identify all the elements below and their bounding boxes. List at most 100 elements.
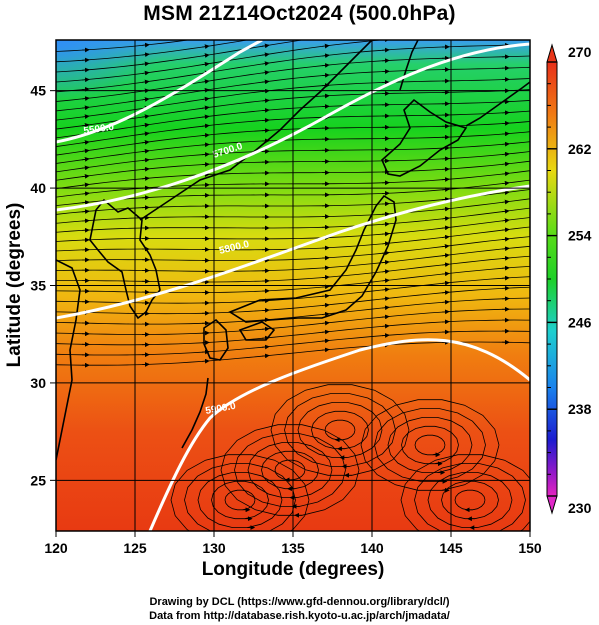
stream-arrow <box>81 114 90 119</box>
stream-arrow <box>501 131 510 137</box>
stream-arrow <box>501 275 510 281</box>
colorbar-label: 238 <box>568 401 592 417</box>
x-tick-label: 145 <box>439 540 463 556</box>
streamline-eddy <box>360 399 500 491</box>
stream-arrow <box>261 307 270 313</box>
stream-arrow <box>381 296 390 302</box>
streamline-eddy <box>297 402 383 458</box>
stream-arrow <box>261 298 270 304</box>
stream-arrow <box>381 314 390 320</box>
stream-arrow <box>201 44 210 49</box>
stream-arrow <box>501 255 510 261</box>
contour-5700 <box>56 42 530 212</box>
streamline-eddy <box>454 489 486 511</box>
colorbar-top-arrow <box>546 43 558 63</box>
china-coast <box>56 259 81 461</box>
stream-arrow <box>381 333 390 338</box>
stream-arrow <box>381 287 390 293</box>
stream-arrow <box>81 173 90 179</box>
stream-arrow <box>141 148 150 154</box>
stream-arrow <box>141 176 150 181</box>
streamline-eddy <box>220 424 360 516</box>
colorbar-ticks <box>547 61 557 497</box>
stream-arrow <box>261 61 270 66</box>
stream-arrow <box>441 290 450 295</box>
stream-arrow <box>141 79 150 85</box>
streamline <box>56 44 530 93</box>
streamline <box>56 141 530 173</box>
map-title: MSM 21Z14Oct2024 (500.0hPa) <box>143 2 456 25</box>
streamline <box>56 100 530 139</box>
colorbar-labels: 270 262 254 246 238 230 <box>568 44 592 516</box>
x-tick-label: 130 <box>202 540 226 556</box>
hokkaido-coast <box>381 98 468 177</box>
colorbar-label: 246 <box>568 314 592 330</box>
streamlines <box>56 14 530 531</box>
streamline-eddy <box>400 454 530 531</box>
stream-arrow <box>201 105 210 111</box>
streamline-eddy <box>274 459 306 481</box>
streamline-eddy <box>441 480 499 520</box>
stream-arrow <box>321 293 330 299</box>
stream-arrow <box>441 177 450 182</box>
stream-arrow <box>321 311 330 317</box>
stream-arrow <box>501 236 510 242</box>
y-tick-label: 35 <box>30 278 46 294</box>
y-tick-labels: 25 30 35 40 45 <box>30 83 46 489</box>
stream-arrow <box>322 27 329 28</box>
stream-arrow <box>381 259 390 265</box>
colorbar: 270 262 254 246 238 230 <box>546 43 592 516</box>
streamline <box>56 217 530 242</box>
stream-arrow <box>81 156 90 162</box>
streamline-eddy <box>184 463 296 531</box>
stream-arrow <box>201 114 210 120</box>
stream-arrow <box>501 141 510 147</box>
streamline <box>56 160 530 190</box>
stream-arrow <box>81 122 90 128</box>
x-tick-label: 135 <box>281 540 305 556</box>
stream-arrow <box>81 209 90 214</box>
stream-arrow <box>321 347 330 353</box>
streamline-eddy <box>170 454 310 531</box>
stream-arrow <box>262 28 269 29</box>
stream-arrow <box>381 47 390 53</box>
stream-arrow <box>501 161 510 167</box>
stream-arrow <box>441 234 450 240</box>
stream-arrow <box>261 107 270 113</box>
stream-arrow <box>321 284 330 290</box>
x-axis-title: Longitude (degrees) <box>202 559 385 580</box>
stream-arrow <box>261 52 270 58</box>
honshu-coast <box>228 194 397 323</box>
stream-arrow <box>321 53 330 59</box>
stream-arrow <box>381 278 390 283</box>
stream-arrow <box>442 14 449 15</box>
stream-arrow <box>81 96 90 101</box>
colorbar-bottom-arrow <box>546 495 558 515</box>
stream-arrow <box>201 152 210 157</box>
colorbar-label: 254 <box>568 228 592 244</box>
kyushu-coast <box>203 318 229 361</box>
x-tick-label: 140 <box>360 540 384 556</box>
stream-arrow <box>441 216 450 221</box>
stream-arrow <box>201 53 210 58</box>
stream-arrow <box>441 280 450 286</box>
streamline <box>56 286 530 315</box>
stream-arrow <box>441 299 450 305</box>
streamline-eddy <box>311 410 369 450</box>
stream-arrow <box>201 79 210 84</box>
y-tick-label: 30 <box>30 375 46 391</box>
stream-arrow <box>81 200 90 205</box>
russia-coast <box>139 40 373 221</box>
y-tick-label: 25 <box>30 472 46 488</box>
stream-arrow <box>141 61 150 67</box>
streamline <box>56 151 530 181</box>
stream-arrow <box>381 221 390 227</box>
stream-arrow <box>381 231 390 237</box>
stream-arrow <box>141 114 150 119</box>
streamline <box>56 308 530 335</box>
stream-arrow <box>81 77 90 83</box>
contour-labels: 5500.0 5700.0 5800.0 5900.0 <box>83 122 251 417</box>
stream-arrow <box>441 262 450 268</box>
streamline-eddy <box>197 472 283 528</box>
streamline <box>56 265 530 293</box>
